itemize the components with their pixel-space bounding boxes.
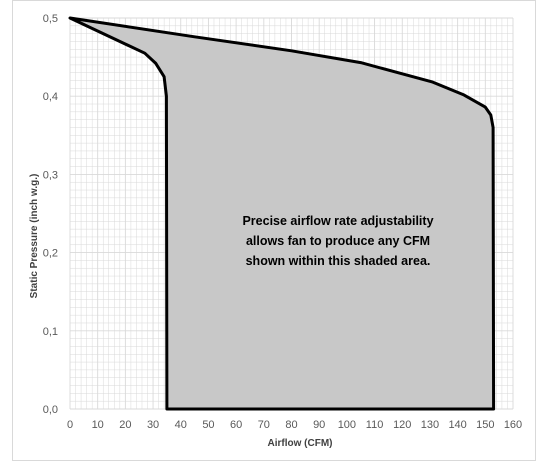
x-axis-ticks: 0 10 20 30 40 50 60 70 80 90 100 110 120 130 140 150 160 (67, 419, 522, 431)
annotation-line-2: allows fan to produce any CFM (246, 234, 430, 248)
y-axis-ticks: 0,0 0,1 0,2 0,3 0,4 0,5 (43, 13, 58, 416)
x-tick-label: 160 (504, 419, 522, 431)
x-tick-label: 120 (393, 419, 411, 431)
x-tick-label: 110 (366, 419, 384, 431)
x-tick-label: 130 (421, 419, 439, 431)
x-tick-label: 30 (147, 419, 159, 431)
x-axis-title: Airflow (CFM) (268, 438, 333, 449)
x-tick-label: 60 (230, 419, 242, 431)
annotation-line-1: Precise airflow rate adjustability (242, 214, 433, 228)
x-tick-label: 0 (67, 419, 73, 431)
annotation-line-3: shown within this shaded area. (246, 254, 431, 268)
y-tick-label: 0,1 (43, 326, 58, 338)
y-tick-label: 0,4 (43, 91, 58, 103)
x-tick-label: 140 (448, 419, 466, 431)
x-tick-label: 90 (313, 419, 325, 431)
y-tick-label: 0,5 (43, 13, 58, 25)
x-tick-label: 50 (202, 419, 214, 431)
y-tick-label: 0,3 (43, 169, 58, 181)
y-tick-label: 0,0 (43, 404, 58, 416)
x-tick-label: 70 (258, 419, 270, 431)
x-tick-label: 100 (338, 419, 356, 431)
x-tick-label: 80 (285, 419, 297, 431)
x-tick-label: 10 (92, 419, 104, 431)
y-tick-label: 0,2 (43, 248, 58, 260)
shaded-operating-region (68, 16, 496, 411)
x-tick-label: 40 (175, 419, 187, 431)
x-tick-label: 20 (119, 419, 131, 431)
x-tick-label: 150 (476, 419, 494, 431)
y-axis-title: Static Pressure (inch w.g.) (29, 174, 40, 299)
